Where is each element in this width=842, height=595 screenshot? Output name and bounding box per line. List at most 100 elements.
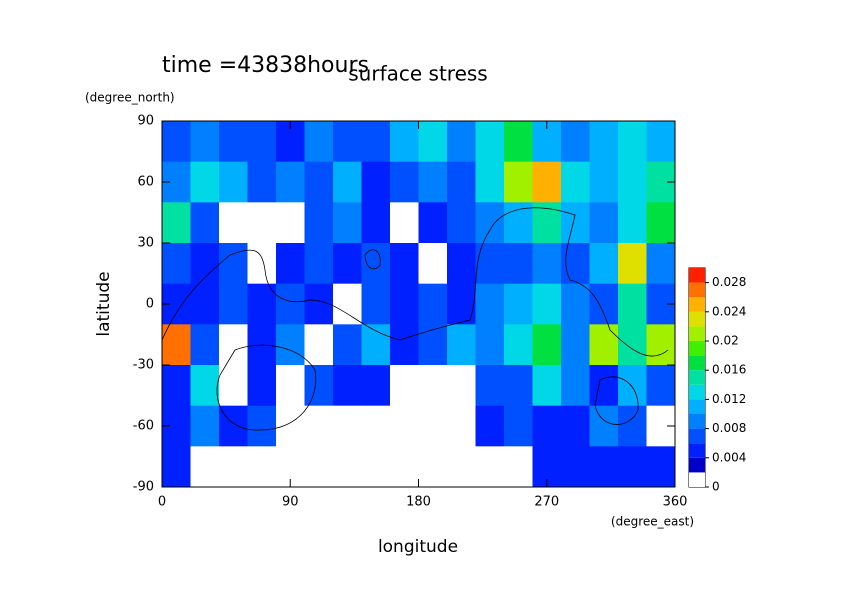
contour-cell	[618, 405, 647, 447]
colorbar-swatch	[689, 370, 705, 385]
contour-cell	[561, 283, 590, 325]
contour-cell	[247, 202, 277, 244]
contour-cell	[162, 324, 191, 366]
contour-cell	[190, 243, 220, 285]
colorbar-swatch	[689, 326, 705, 341]
contour-cell	[333, 324, 362, 366]
contour-cell	[361, 365, 391, 407]
colorbar-swatch	[689, 428, 705, 444]
contour-cell	[475, 243, 505, 285]
contour-cell	[561, 121, 590, 163]
contour-cell	[219, 446, 248, 488]
contour-cell	[618, 161, 647, 203]
contour-cell	[219, 405, 248, 447]
contour-cell	[418, 365, 448, 407]
contour-cell	[418, 121, 448, 163]
contour-cell	[618, 283, 647, 325]
contour-cell	[447, 405, 476, 447]
contour-cell	[390, 324, 419, 366]
colorbar-swatch	[689, 384, 705, 400]
contour-cell	[589, 121, 619, 163]
contour-cell	[361, 283, 391, 325]
contour-cell	[589, 405, 619, 447]
contour-cell	[589, 446, 619, 488]
contour-cell	[618, 243, 647, 285]
contour-cell	[646, 446, 676, 488]
contour-cell	[190, 324, 220, 366]
contour-cell	[390, 161, 419, 203]
contour-cell	[219, 243, 248, 285]
contour-cell	[589, 365, 619, 407]
contour-cell	[418, 202, 448, 244]
contour-cell	[475, 365, 505, 407]
x-tick-label: 180	[406, 495, 431, 510]
contour-cell	[646, 365, 676, 407]
contour-cell	[162, 202, 191, 244]
contour-cell	[219, 365, 248, 407]
contour-cell	[532, 324, 562, 366]
contour-cell	[304, 161, 334, 203]
contour-cell	[361, 121, 391, 163]
contour-cell	[247, 405, 277, 447]
contour-cell	[504, 283, 533, 325]
contour-cell	[589, 324, 619, 366]
colorbar-swatch	[689, 472, 705, 487]
contour-cell	[532, 243, 562, 285]
contour-cell	[475, 446, 505, 488]
contour-cell	[247, 283, 277, 325]
contour-cell	[447, 283, 476, 325]
contour-cell	[247, 365, 277, 407]
colorbar-swatch	[689, 341, 705, 356]
contour-cell	[304, 202, 334, 244]
contour-cell	[276, 365, 305, 407]
contour-cell	[475, 283, 505, 325]
contour-cell	[561, 405, 590, 447]
contour-cell	[646, 202, 676, 244]
colorbar-tick-label: 0.02	[712, 334, 739, 348]
contour-cell	[333, 365, 362, 407]
contour-cell	[418, 324, 448, 366]
contour-cell	[247, 243, 277, 285]
contour-cell	[390, 283, 419, 325]
contour-cell	[390, 202, 419, 244]
contour-cell	[247, 161, 277, 203]
contour-cell	[219, 121, 248, 163]
contour-cell	[504, 324, 533, 366]
y-tick-label: 60	[137, 175, 154, 190]
contour-cell	[190, 202, 220, 244]
colorbar-tick-label: 0.008	[712, 421, 746, 435]
contour-cell	[589, 243, 619, 285]
contour-cell	[447, 446, 476, 488]
x-unit: (degree_east)	[611, 515, 694, 529]
x-tick-label: 270	[534, 495, 559, 510]
contour-cell	[361, 202, 391, 244]
contour-cell	[646, 121, 676, 163]
contour-cell	[247, 121, 277, 163]
contour-cell	[475, 161, 505, 203]
contour-cell	[390, 243, 419, 285]
contour-cell	[276, 324, 305, 366]
contour-cell	[447, 243, 476, 285]
colorbar-tick-label: 0.004	[712, 450, 746, 464]
colorbar-swatch	[689, 268, 705, 283]
contour-field	[162, 121, 676, 488]
coastline	[364, 249, 381, 270]
contour-cell	[475, 405, 505, 447]
contour-cell	[418, 405, 448, 447]
contour-cell	[333, 283, 362, 325]
chart-title: surface stress	[348, 62, 487, 86]
coastline	[216, 344, 317, 431]
contour-cell	[390, 121, 419, 163]
contour-cell	[333, 161, 362, 203]
contour-cell	[475, 324, 505, 366]
coastlines	[161, 207, 669, 431]
contour-cell	[447, 324, 476, 366]
contour-cell	[447, 365, 476, 407]
contour-cell	[162, 243, 191, 285]
contour-cell	[304, 121, 334, 163]
contour-cell	[190, 161, 220, 203]
y-tick-label: -30	[133, 358, 154, 373]
contour-cell	[447, 161, 476, 203]
contour-cell	[504, 243, 533, 285]
colorbar-swatch	[689, 355, 705, 371]
